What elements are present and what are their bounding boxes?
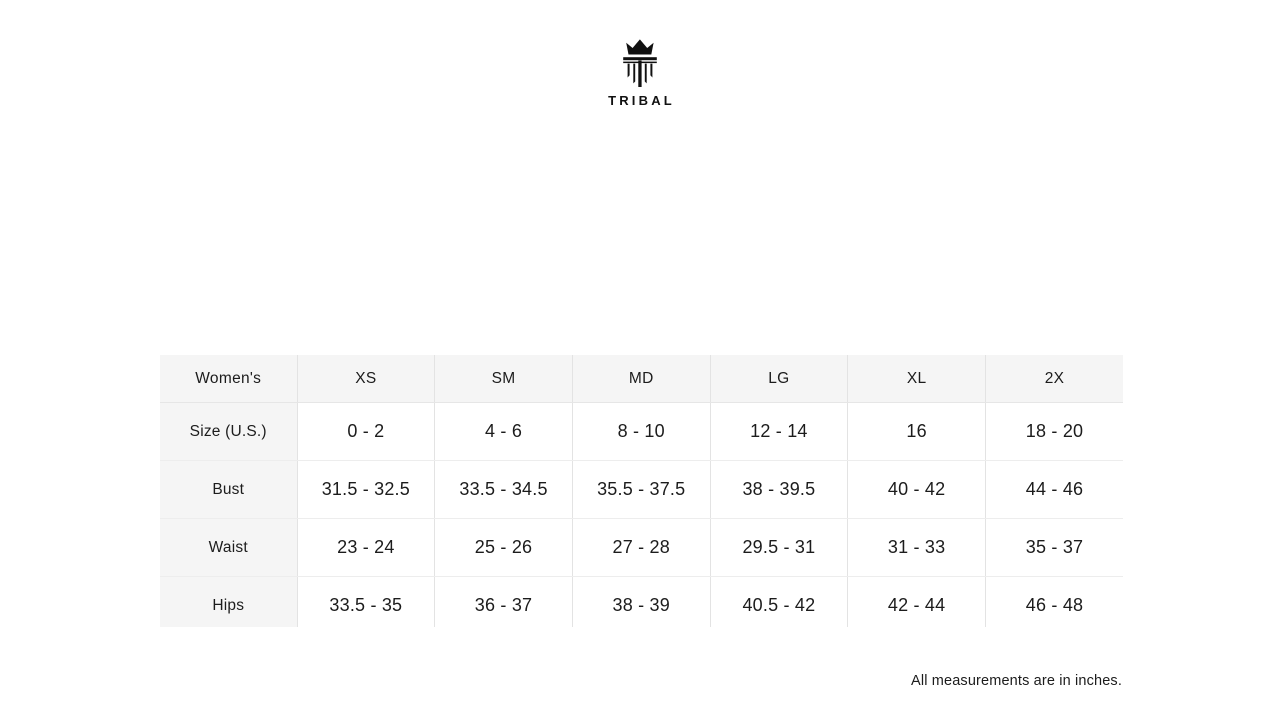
column-header-measure: Women's — [160, 355, 298, 403]
cell-size-us-lg: 12 - 14 — [710, 402, 849, 461]
cell-bust-sm: 33.5 - 34.5 — [434, 460, 573, 519]
column-header-md: MD — [572, 355, 711, 403]
cell-bust-md: 35.5 - 37.5 — [572, 460, 711, 519]
column-header-xs: XS — [297, 355, 436, 403]
cell-hips-xs: 33.5 - 35 — [297, 576, 436, 627]
cell-bust-xl: 40 - 42 — [847, 460, 986, 519]
table-row: Size (U.S.) 0 - 2 4 - 6 8 - 10 12 - 14 1… — [160, 402, 1123, 461]
cell-size-us-xl: 16 — [847, 402, 986, 461]
row-header-size-us: Size (U.S.) — [160, 402, 298, 461]
cell-bust-lg: 38 - 39.5 — [710, 460, 849, 519]
cell-size-us-2x: 18 - 20 — [985, 402, 1123, 461]
row-header-bust: Bust — [160, 460, 298, 519]
cell-waist-2x: 35 - 37 — [985, 518, 1123, 577]
cell-bust-2x: 44 - 46 — [985, 460, 1123, 519]
table-header-row: Women's XS SM MD LG XL 2X — [160, 355, 1123, 403]
cell-size-us-xs: 0 - 2 — [297, 402, 436, 461]
cell-hips-xl: 42 - 44 — [847, 576, 986, 627]
cell-size-us-sm: 4 - 6 — [434, 402, 573, 461]
measurement-unit-note: All measurements are in inches. — [911, 673, 1122, 689]
row-header-hips: Hips — [160, 576, 298, 627]
column-header-sm: SM — [434, 355, 573, 403]
brand-logo: TRIBAL — [0, 36, 1280, 107]
cell-hips-md: 38 - 39 — [572, 576, 711, 627]
cell-bust-xs: 31.5 - 32.5 — [297, 460, 436, 519]
cell-hips-sm: 36 - 37 — [434, 576, 573, 627]
cell-waist-lg: 29.5 - 31 — [710, 518, 849, 577]
cell-waist-sm: 25 - 26 — [434, 518, 573, 577]
column-header-lg: LG — [710, 355, 849, 403]
cell-waist-xs: 23 - 24 — [297, 518, 436, 577]
brand-wordmark: TRIBAL — [608, 93, 675, 108]
column-header-2x: 2X — [985, 355, 1123, 403]
row-header-waist: Waist — [160, 518, 298, 577]
size-chart-table: Women's XS SM MD LG XL 2X Size (U.S.) 0 … — [160, 355, 1123, 627]
cell-hips-lg: 40.5 - 42 — [710, 576, 849, 627]
table-row: Hips 33.5 - 35 36 - 37 38 - 39 40.5 - 42… — [160, 576, 1123, 627]
tribal-crown-emblem-icon — [612, 36, 668, 90]
cell-hips-2x: 46 - 48 — [985, 576, 1123, 627]
cell-waist-md: 27 - 28 — [572, 518, 711, 577]
column-header-xl: XL — [847, 355, 986, 403]
cell-size-us-md: 8 - 10 — [572, 402, 711, 461]
table-row: Waist 23 - 24 25 - 26 27 - 28 29.5 - 31 … — [160, 518, 1123, 577]
cell-waist-xl: 31 - 33 — [847, 518, 986, 577]
table-row: Bust 31.5 - 32.5 33.5 - 34.5 35.5 - 37.5… — [160, 460, 1123, 519]
size-chart-table-container: Women's XS SM MD LG XL 2X Size (U.S.) 0 … — [160, 355, 1123, 627]
